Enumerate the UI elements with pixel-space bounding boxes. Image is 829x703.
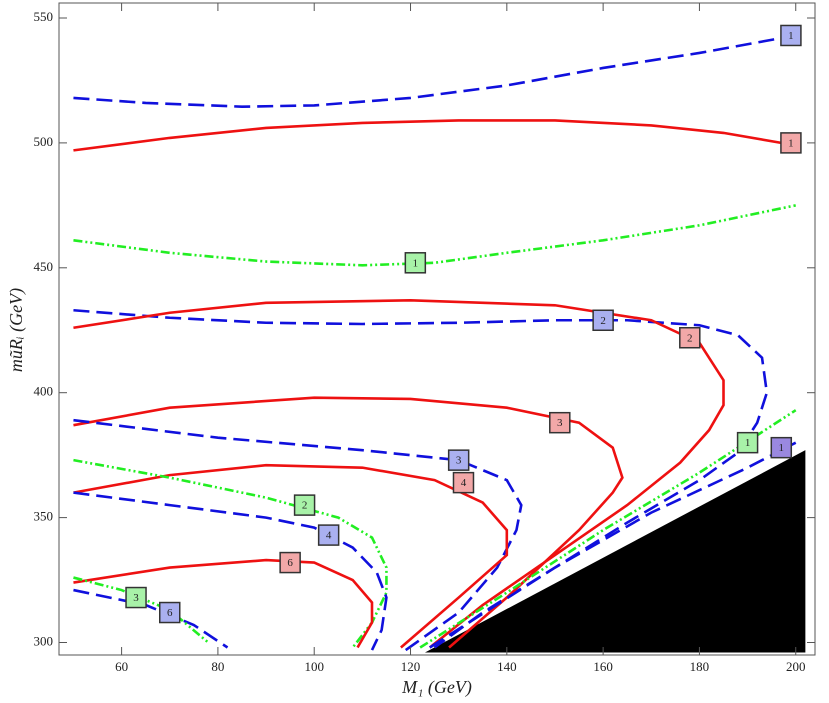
label-box-text: 1 (788, 137, 794, 149)
x-tick-label: 160 (593, 659, 613, 674)
label-box (780, 132, 802, 154)
label-box (404, 252, 427, 274)
contour-line (73, 308, 769, 649)
label-box (592, 309, 614, 332)
x-tick-label: 140 (497, 659, 517, 674)
contour-line (73, 558, 374, 649)
label-box (293, 494, 316, 516)
plot-frame (58, 2, 816, 656)
contour-line (73, 298, 725, 649)
x-tick-label: 60 (115, 659, 128, 674)
y-tick-label: 450 (34, 259, 54, 274)
label-box-text: 6 (167, 607, 173, 619)
label-box (736, 431, 759, 454)
label-box (447, 449, 470, 471)
contour-line (429, 441, 797, 649)
y-tick-label: 400 (34, 384, 54, 399)
label-box-text: 1 (745, 437, 751, 449)
excluded-region (424, 450, 806, 653)
label-box-text: 1 (413, 257, 419, 269)
contour-line (73, 34, 796, 108)
contour-line (73, 119, 796, 152)
label-box (780, 24, 802, 47)
label-box-text: 2 (600, 315, 606, 327)
contour-line (73, 576, 210, 644)
label-box (159, 601, 181, 624)
x-tick-label: 120 (401, 659, 421, 674)
label-box-text: 3 (133, 592, 139, 604)
label-box (279, 551, 301, 574)
x-tick-label: 180 (690, 659, 710, 674)
label-box-text: 1 (788, 30, 794, 42)
contour-line (73, 491, 388, 651)
y-tick-label: 300 (34, 633, 54, 648)
label-box-text: 3 (557, 417, 563, 429)
label-box-text: 1 (779, 442, 785, 454)
x-axis-label: M₁ (GeV) (401, 677, 472, 698)
label-box-text: 6 (287, 557, 293, 569)
label-box-text: 2 (687, 332, 693, 344)
contour-line (73, 458, 388, 649)
label-box-text: 3 (456, 455, 462, 467)
x-tick-label: 200 (786, 659, 806, 674)
label-box (679, 326, 701, 349)
label-box (770, 436, 793, 459)
label-box (125, 586, 147, 609)
label-box-text: 4 (326, 530, 332, 542)
y-tick-label: 550 (34, 9, 54, 24)
contour-line (73, 204, 797, 267)
label-box (549, 411, 571, 434)
y-axis-label: mũRᵢ (GeV) (6, 288, 27, 372)
y-tick-label: 350 (34, 509, 54, 524)
label-box (452, 471, 475, 494)
y-tick-label: 500 (34, 134, 54, 149)
label-box-text: 2 (302, 500, 308, 512)
x-tick-label: 100 (304, 659, 324, 674)
label-box (317, 524, 340, 546)
label-box-text: 4 (461, 477, 467, 489)
x-tick-label: 80 (211, 659, 224, 674)
contour-line (73, 396, 624, 649)
contour-line (73, 418, 523, 652)
contour-line (419, 409, 797, 649)
